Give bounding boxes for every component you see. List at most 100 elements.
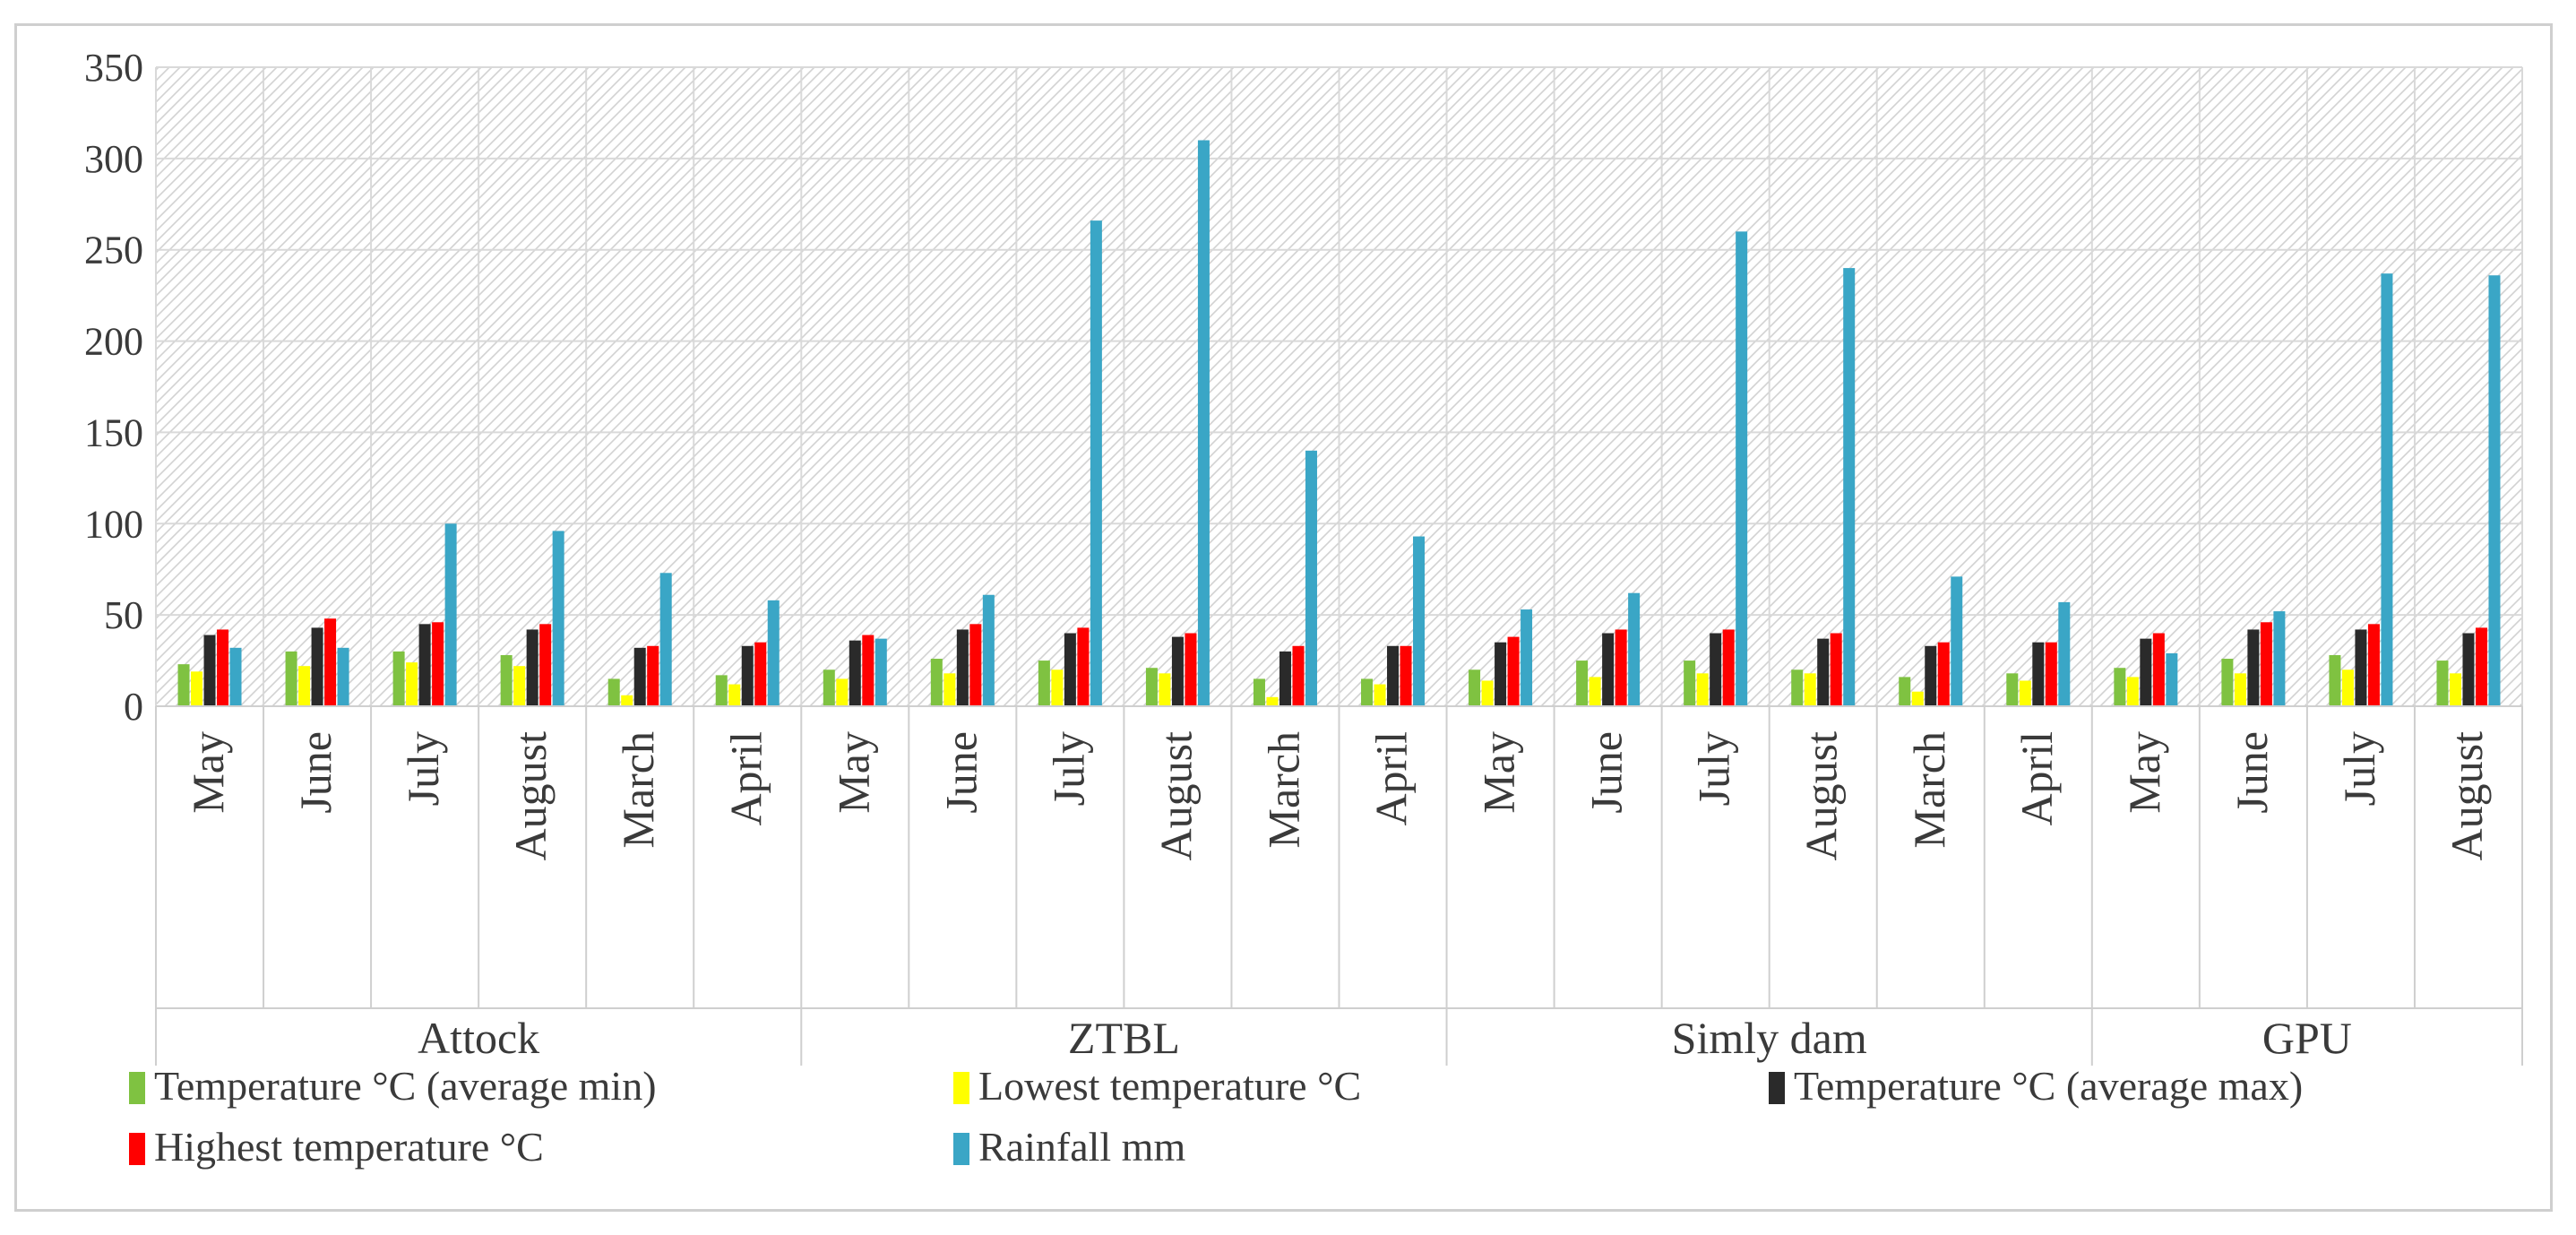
bar-series-1-cat-21 bbox=[2449, 673, 2461, 706]
bar-series-1-cat-13 bbox=[1589, 677, 1601, 706]
bar-series-4-cat-15 bbox=[1843, 268, 1856, 706]
legend-swatch bbox=[953, 1133, 969, 1165]
bar-series-0-cat-15 bbox=[1791, 669, 1804, 706]
legend-label: Temperature °C (average max) bbox=[1794, 1063, 2303, 1109]
bar-series-0-cat-9 bbox=[1145, 668, 1158, 706]
bar-series-0-cat-5 bbox=[715, 675, 728, 706]
bar-series-1-cat-10 bbox=[1266, 696, 1279, 706]
bar-series-1-cat-15 bbox=[1804, 673, 1816, 706]
x-tick-label: May bbox=[2119, 731, 2169, 814]
bar-series-4-cat-14 bbox=[1736, 231, 1748, 706]
bar-series-3-cat-9 bbox=[1185, 633, 1197, 706]
y-tick-label: 200 bbox=[84, 320, 143, 364]
bar-series-1-cat-7 bbox=[943, 673, 956, 706]
bar-series-0-cat-16 bbox=[1899, 677, 1911, 706]
bar-series-3-cat-15 bbox=[1830, 633, 1842, 706]
x-tick-label: April bbox=[1366, 731, 1417, 826]
bar-series-2-cat-12 bbox=[1495, 642, 1507, 706]
bar-series-4-cat-19 bbox=[2273, 611, 2286, 706]
bar-series-0-cat-7 bbox=[930, 659, 943, 706]
bar-series-2-cat-3 bbox=[526, 629, 538, 706]
bar-series-4-cat-9 bbox=[1197, 140, 1210, 706]
group-label: GPU bbox=[2262, 1013, 2352, 1063]
y-tick-label: 350 bbox=[84, 46, 143, 90]
legend: Temperature °C (average min) Lowest tempe… bbox=[129, 1063, 2303, 1170]
bar-series-0-cat-2 bbox=[392, 651, 405, 706]
x-tick-label: July bbox=[1043, 731, 1093, 806]
bar-series-0-cat-12 bbox=[1469, 669, 1481, 706]
x-tick-label: July bbox=[398, 731, 448, 806]
x-tick-label: June bbox=[935, 731, 986, 814]
x-tick-label: June bbox=[2227, 731, 2277, 814]
bar-series-0-cat-0 bbox=[177, 664, 190, 706]
bar-series-1-cat-0 bbox=[191, 671, 203, 706]
bar-series-2-cat-16 bbox=[1925, 645, 1937, 706]
legend-label: Rainfall mm bbox=[978, 1124, 1185, 1170]
bar-series-0-cat-19 bbox=[2221, 659, 2234, 706]
bar-series-1-cat-11 bbox=[1374, 684, 1386, 706]
bar-series-1-cat-12 bbox=[1481, 680, 1494, 706]
bar-series-2-cat-21 bbox=[2462, 633, 2475, 706]
x-tick-label: August bbox=[1796, 731, 1847, 861]
bar-series-4-cat-0 bbox=[229, 647, 242, 706]
x-tick-label: July bbox=[1689, 731, 1739, 806]
legend-swatch bbox=[1769, 1072, 1785, 1104]
legend-swatch bbox=[129, 1133, 145, 1165]
bar-series-0-cat-11 bbox=[1361, 678, 1374, 706]
bar-series-2-cat-5 bbox=[741, 645, 754, 706]
bar-series-2-cat-18 bbox=[2140, 638, 2152, 706]
chart-svg: 0 50 100 150 200 250 300 350 May June July August Ma… bbox=[84, 46, 2523, 1170]
bar-series-3-cat-8 bbox=[1077, 627, 1090, 706]
bar-series-3-cat-0 bbox=[217, 629, 229, 706]
x-tick-label: April bbox=[720, 731, 771, 826]
bar-series-0-cat-1 bbox=[285, 651, 297, 706]
x-tick-label: August bbox=[2442, 731, 2492, 861]
bar-series-1-cat-18 bbox=[2126, 677, 2139, 706]
bar-series-4-cat-13 bbox=[1628, 592, 1641, 706]
bar-series-1-cat-3 bbox=[513, 666, 526, 706]
y-tick-label: 250 bbox=[84, 229, 143, 272]
bar-series-4-cat-10 bbox=[1305, 450, 1317, 706]
bar-series-1-cat-20 bbox=[2341, 669, 2354, 706]
bar-series-4-cat-18 bbox=[2166, 652, 2178, 706]
bar-series-2-cat-2 bbox=[418, 624, 431, 706]
bar-series-4-cat-17 bbox=[2058, 601, 2071, 706]
bar-series-2-cat-14 bbox=[1710, 633, 1722, 706]
bar-series-2-cat-20 bbox=[2355, 629, 2367, 706]
bar-series-3-cat-20 bbox=[2367, 624, 2380, 706]
bar-series-3-cat-19 bbox=[2260, 622, 2272, 706]
bar-series-3-cat-2 bbox=[432, 622, 444, 706]
legend-label: Temperature °C (average min) bbox=[154, 1063, 657, 1109]
x-tick-label: August bbox=[1150, 731, 1201, 861]
legend-label: Lowest temperature °C bbox=[978, 1063, 1361, 1109]
bar-series-4-cat-16 bbox=[1951, 576, 1963, 706]
bar-series-3-cat-18 bbox=[2152, 633, 2165, 706]
bar-series-1-cat-5 bbox=[728, 684, 741, 706]
bar-series-2-cat-7 bbox=[956, 629, 969, 706]
bar-series-2-cat-15 bbox=[1817, 638, 1830, 706]
y-tick-label: 0 bbox=[124, 685, 143, 729]
bar-series-4-cat-4 bbox=[659, 573, 672, 706]
bar-series-4-cat-21 bbox=[2488, 275, 2501, 706]
x-tick-label: June bbox=[1581, 731, 1632, 814]
chart-frame: 0 50 100 150 200 250 300 350 May June July August Ma… bbox=[14, 23, 2553, 1212]
bar-series-3-cat-13 bbox=[1615, 629, 1627, 706]
bar-series-3-cat-12 bbox=[1507, 636, 1520, 706]
bar-series-4-cat-7 bbox=[982, 594, 995, 706]
bar-series-0-cat-4 bbox=[607, 678, 620, 706]
bar-series-0-cat-6 bbox=[823, 669, 835, 706]
bar-series-3-cat-11 bbox=[1400, 645, 1412, 706]
bar-series-2-cat-6 bbox=[849, 640, 861, 706]
y-tick-label: 100 bbox=[84, 502, 143, 546]
x-tick-label: May bbox=[1474, 731, 1524, 814]
bar-series-1-cat-17 bbox=[2019, 680, 2031, 706]
bar-series-4-cat-12 bbox=[1521, 609, 1533, 706]
bar-series-4-cat-1 bbox=[337, 647, 349, 706]
bar-series-2-cat-11 bbox=[1387, 645, 1400, 706]
y-tick-label: 150 bbox=[84, 410, 143, 454]
bar-series-4-cat-5 bbox=[767, 600, 780, 706]
bar-series-4-cat-6 bbox=[874, 638, 887, 706]
axes: 0 50 100 150 200 250 300 350 May June July August Ma… bbox=[84, 46, 2523, 1066]
bar-series-0-cat-21 bbox=[2436, 661, 2449, 706]
bar-series-1-cat-6 bbox=[836, 678, 849, 706]
